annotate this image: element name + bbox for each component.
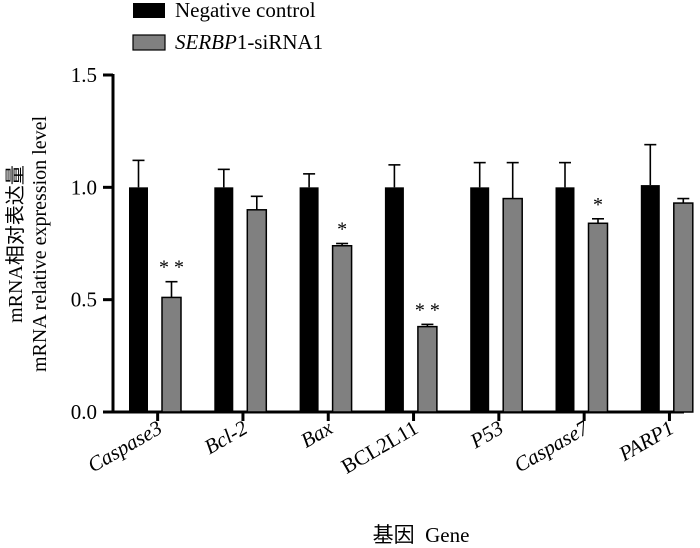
bar-serbp1-sirna1 <box>331 244 353 413</box>
bar-negative-control <box>299 187 319 412</box>
bar-serbp1-sirna1 <box>673 202 694 413</box>
bar-serbp1-sirna1 <box>502 197 523 413</box>
y-tick-label: 1.0 <box>71 175 97 199</box>
legend: Negative control SERBP1-siRNA1 <box>132 0 323 54</box>
x-tick-label: PARP1 <box>614 416 678 467</box>
bar-serbp1-sirna1 <box>417 325 438 413</box>
bars: * * * * * * <box>129 143 694 413</box>
bar-negative-control <box>555 187 575 412</box>
y-tick-label: 1.5 <box>71 63 97 87</box>
x-tick-label: Bcl-2 <box>200 415 252 459</box>
significance-marker: * * <box>159 257 184 279</box>
bar-negative-control <box>214 187 234 412</box>
bar-serbp1-sirna1 <box>246 209 268 413</box>
x-tick-label: Caspase7 <box>510 415 594 477</box>
bar-serbp1-sirna1 <box>587 222 609 413</box>
x-axis-title: 基因 Gene <box>373 523 470 547</box>
legend-swatch-serbp1-sirna1 <box>132 34 166 51</box>
legend-label-serbp1-sirna1: SERBP1-siRNA1 <box>175 30 323 54</box>
legend-label-negative-control: Negative control <box>175 0 316 22</box>
bar-negative-control <box>640 185 660 412</box>
significance-marker: * * <box>415 299 440 321</box>
x-tick-label: P53 <box>465 416 507 454</box>
bar-negative-control <box>129 187 148 412</box>
y-tick-label: 0.5 <box>71 288 97 312</box>
bar-negative-control <box>470 187 490 412</box>
x-tick-label: Caspase3 <box>83 416 166 478</box>
y-axis-label-chinese: mRNA相对表达量 <box>4 165 27 323</box>
significance-marker: * <box>337 219 347 241</box>
x-tick-label: BCL2L11 <box>337 416 422 479</box>
y-tick-label: 0.0 <box>71 400 97 424</box>
significance-marker: * <box>593 194 603 216</box>
legend-label-italic-part: SERBP <box>175 30 237 54</box>
x-tick-label: Bax <box>296 415 337 452</box>
bar-negative-control <box>384 187 404 412</box>
y-axis-label-english: mRNA relative expression level <box>29 116 51 372</box>
legend-swatch-negative-control <box>133 3 165 18</box>
bar-serbp1-sirna1 <box>161 296 182 413</box>
legend-label-rest-part: 1-siRNA1 <box>237 30 323 54</box>
